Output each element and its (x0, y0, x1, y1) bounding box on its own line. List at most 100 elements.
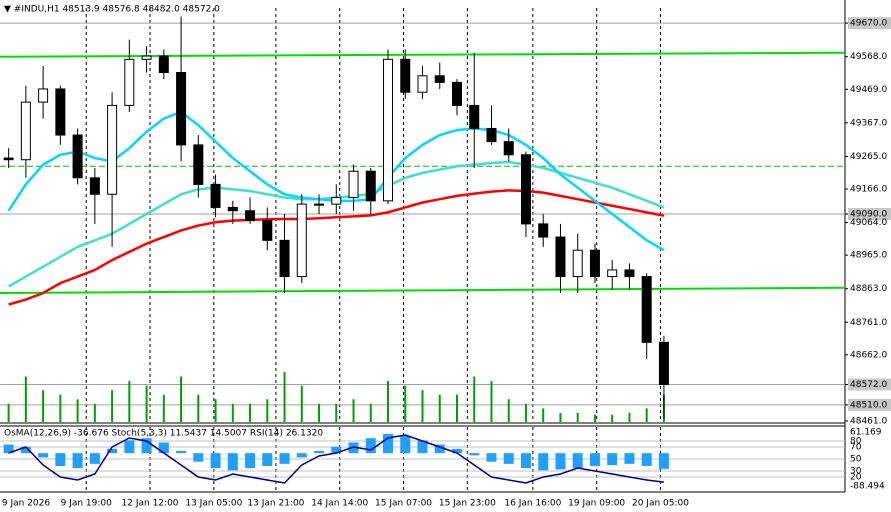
x-tick-label: 19 Jan 09:00 (568, 499, 625, 509)
y-tick-label: 49166.0 (850, 185, 887, 195)
osma-bar (176, 451, 187, 454)
osma-bar (641, 453, 652, 466)
osma-bar (520, 453, 531, 469)
osma-bar (555, 453, 566, 470)
indicator-axis-label: 61.169 (850, 428, 882, 438)
candle-body (314, 203, 325, 206)
candle-body (227, 206, 238, 212)
candle-body (279, 239, 290, 278)
osma-bar (141, 438, 152, 454)
osma-bar (503, 453, 514, 464)
candle-body (469, 104, 480, 129)
candle-body (555, 236, 566, 278)
x-tick-label: 9 Jan 2026 (2, 499, 50, 509)
trend-line (0, 51, 846, 58)
x-tick-label: 16 Jan 16:00 (504, 499, 561, 509)
candle-body (176, 72, 187, 146)
osma-bar (210, 453, 221, 469)
osma-bar (107, 448, 118, 454)
candle-body (245, 210, 256, 222)
osma-bar (193, 453, 204, 462)
indicator-tick-label: 30 (850, 467, 862, 477)
candle-body (158, 55, 169, 74)
candle-body (331, 197, 342, 205)
y-tick-label: 49469.0 (850, 85, 887, 95)
candle-body (193, 144, 204, 185)
candle-body (55, 88, 66, 136)
y-tick-label: 49367.0 (850, 118, 887, 128)
candle-body (503, 141, 514, 156)
candle-body (124, 58, 135, 106)
osma-bar (486, 453, 497, 462)
x-tick-label: 9 Jan 19:00 (61, 499, 113, 509)
osma-bar (417, 440, 428, 454)
candle-body (3, 157, 14, 161)
osma-bar (400, 436, 411, 454)
y-tick-label: 48863.0 (850, 284, 887, 294)
candle-body (486, 127, 497, 143)
indicator-tick-label: 80 (850, 437, 862, 447)
osma-bar (624, 453, 635, 464)
candle-body (348, 170, 359, 199)
osma-bar (469, 453, 480, 456)
x-tick-label: 14 Jan 14:00 (311, 499, 368, 509)
osma-bar (365, 438, 376, 454)
osma-bar (55, 453, 66, 466)
candle-body (658, 341, 669, 385)
candle-body (641, 276, 652, 343)
x-tick-label: 12 Jan 12:00 (122, 499, 179, 509)
osma-bar (538, 453, 549, 471)
osma-bar (279, 453, 290, 464)
y-tick-label: 49265.0 (850, 152, 887, 162)
candle-body (520, 154, 531, 225)
x-tick-label: 15 Jan 23:00 (439, 499, 496, 509)
tick-highlight (848, 17, 891, 30)
candle-body (624, 269, 635, 278)
osma-bar (589, 453, 600, 466)
osma-bar (89, 453, 100, 464)
candle-body (262, 220, 273, 241)
candle-body (365, 170, 376, 202)
y-tick-label: 49064.0 (850, 218, 887, 228)
candle-body (451, 81, 462, 106)
candle-body (607, 269, 618, 278)
y-tick-label: 48965.0 (850, 251, 887, 261)
candle-body (72, 134, 83, 179)
osma-bar (658, 453, 669, 469)
stoch-line (8, 434, 665, 484)
candle-body (38, 88, 49, 103)
trend-line (0, 286, 846, 294)
indicator-axis-label: -88.494 (850, 482, 885, 492)
indicator-tick-label: 20 (850, 473, 862, 483)
osma-bar (3, 444, 14, 454)
osma-bar (348, 442, 359, 454)
tick-highlight (848, 208, 891, 221)
osma-bar (245, 453, 256, 469)
x-tick-label: 20 Jan 05:00 (632, 499, 689, 509)
candle-body (400, 58, 411, 93)
x-tick-label: 13 Jan 21:00 (247, 499, 304, 509)
tick-highlight (848, 398, 891, 411)
osma-bar (572, 453, 583, 469)
osma-bar (607, 453, 618, 466)
y-tick-label: 49090.0 (850, 210, 887, 220)
osma-bar (314, 451, 325, 454)
osma-bar (262, 453, 273, 466)
moving-average (8, 189, 665, 306)
osma-bar (383, 433, 394, 454)
y-tick-label: 48572.0 (850, 380, 887, 390)
candle-body (20, 101, 31, 161)
osma-bar (331, 446, 342, 454)
osma-bar (451, 448, 462, 454)
y-tick-label: 48510.0 (850, 400, 887, 410)
osma-bar (38, 453, 49, 458)
osma-bar (434, 444, 445, 454)
candle-body (589, 249, 600, 278)
candle-body (383, 58, 394, 202)
x-tick-label: 13 Jan 05:00 (185, 499, 242, 509)
y-tick-label: 48761.0 (850, 318, 887, 328)
y-tick-label: 48461.0 (850, 417, 887, 427)
osma-bar (20, 446, 31, 454)
candle-body (210, 183, 221, 208)
